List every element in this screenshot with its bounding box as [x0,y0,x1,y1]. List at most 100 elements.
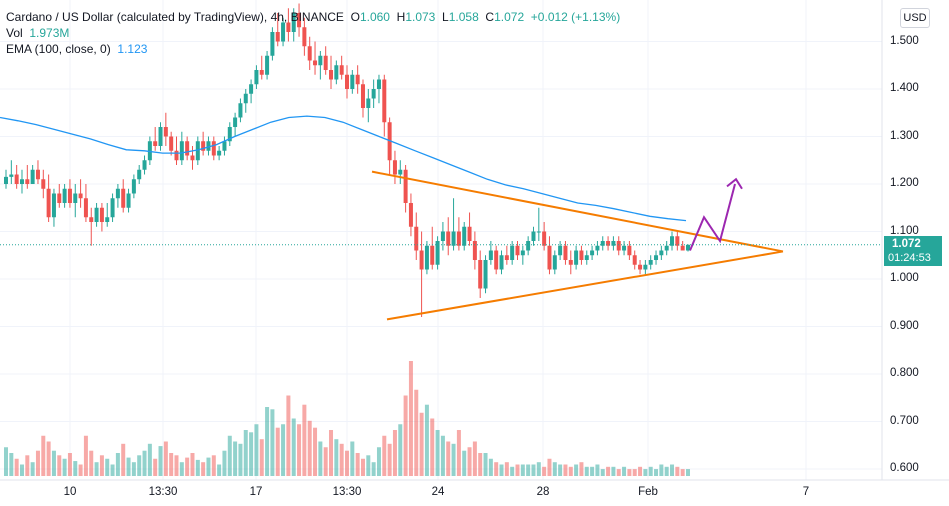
low-label: L [442,10,449,24]
candle-body [329,70,334,80]
volume-bar [307,420,312,476]
candle-body [190,155,195,161]
volume-bar [392,430,397,476]
candle-body [89,217,94,222]
volume-bar [291,418,296,476]
candle-body [547,245,552,270]
volume-bar [238,443,243,476]
volume-bar [137,455,142,476]
candle-body [46,188,51,218]
candle-body [488,250,493,260]
candle-body [41,179,46,189]
candle-body [307,46,312,61]
volume-bar [142,450,147,476]
candle-body [467,226,472,241]
candle-body [360,84,365,108]
close-label: C [485,10,495,24]
candle-body [456,231,461,246]
volume-bar [584,466,589,476]
volume-bar [355,453,360,476]
candle-body [281,22,286,42]
volume-bar [345,450,349,476]
volume-label: Vol [6,26,23,40]
volume-bar [424,404,429,476]
close-value: 1.072 [494,10,525,24]
price-tick-label: 1.100 [890,224,919,237]
volume-bar [659,464,664,476]
candle-body [249,84,254,94]
candle-body [542,231,547,246]
candle-body [323,55,328,70]
candle-body [371,89,376,99]
volume-bar [46,441,51,476]
chart-legend: Cardano / US Dollar (calculated by Tradi… [6,9,620,57]
volume-bar [387,443,392,476]
candle-body [211,141,216,156]
volume-bar [616,469,621,476]
volume-bar [536,462,541,476]
candle-body [243,93,248,104]
volume-bar [339,443,344,476]
price-tick-label: 0.600 [890,462,919,474]
candle-body [35,169,40,180]
volume-bar [174,455,179,476]
candle-body [686,244,690,251]
volume-bar [488,458,493,476]
candle-body [137,169,142,180]
candle-body [201,141,206,151]
volume-bar [414,389,419,476]
volume-bar [233,441,238,476]
price-tick-label: 1.200 [890,177,919,189]
candle-body [419,250,424,270]
candle-body [195,141,200,161]
candle-body [174,150,179,161]
volume-bar [627,469,632,476]
candle-body [206,141,211,151]
volume-bar [302,404,307,476]
volume-bar [558,464,563,476]
volume-bar [504,462,509,476]
candle-body [30,169,35,184]
volume-bar [547,458,552,476]
candle-body [158,127,163,146]
volume-bar [382,435,387,476]
candle-body [616,241,621,251]
volume-bar [456,430,461,476]
candle-body [105,217,110,222]
time-tick-label: 28 [536,486,550,498]
volume-bar [25,455,30,476]
candle-body [611,241,616,246]
volume-bar [376,447,381,476]
legend-ema-row[interactable]: EMA (100, close, 0) 1.123 [6,41,620,57]
candle-body [376,79,381,89]
triangle-lower-line[interactable] [386,250,784,321]
projection-path[interactable] [689,183,736,251]
trendline-drawings [371,170,784,321]
candle-body [536,231,541,233]
volume-bar [563,464,568,476]
candle-body [558,245,563,256]
volume-bar [478,453,483,476]
candle-body [659,250,664,256]
candle-body [99,207,104,222]
volume-bar [510,466,515,476]
triangle-upper-line[interactable] [371,170,784,253]
volume-bar [41,435,46,476]
candle-body [414,226,419,251]
symbol-title[interactable]: Cardano / US Dollar (calculated by Tradi… [6,10,344,24]
candle-body [142,160,147,170]
candle-body [504,255,509,260]
volume-bar [217,464,222,476]
candle-body [680,245,685,251]
volume-bar [153,458,158,476]
candle-body [590,250,595,256]
currency-button[interactable]: USD [900,8,930,28]
legend-volume-row[interactable]: Vol 1.973M [6,25,620,41]
volume-bar [419,412,424,476]
volume-bar [270,409,275,476]
arrow-head-icon [726,177,743,190]
volume-bar [494,462,499,476]
candle-body [302,27,307,47]
volume-bar [638,466,643,476]
